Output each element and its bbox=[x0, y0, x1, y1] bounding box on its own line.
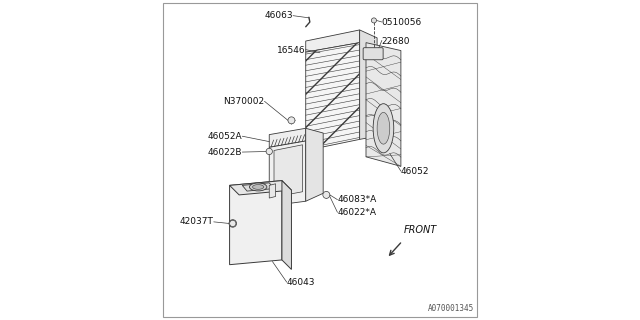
Polygon shape bbox=[230, 180, 291, 195]
Text: 46043: 46043 bbox=[287, 278, 315, 287]
Circle shape bbox=[229, 220, 237, 227]
Circle shape bbox=[288, 117, 295, 124]
Polygon shape bbox=[230, 180, 282, 265]
Ellipse shape bbox=[250, 183, 267, 191]
Text: A070001345: A070001345 bbox=[428, 304, 474, 313]
Polygon shape bbox=[269, 128, 306, 147]
Polygon shape bbox=[243, 183, 274, 191]
Text: FRONT: FRONT bbox=[404, 225, 437, 235]
FancyBboxPatch shape bbox=[363, 48, 383, 60]
Circle shape bbox=[323, 191, 330, 198]
Polygon shape bbox=[282, 180, 291, 269]
Text: 46022*A: 46022*A bbox=[337, 208, 376, 217]
Circle shape bbox=[371, 18, 376, 23]
Ellipse shape bbox=[253, 185, 264, 189]
Polygon shape bbox=[366, 43, 401, 166]
Text: 46022B: 46022B bbox=[208, 148, 243, 156]
Polygon shape bbox=[306, 30, 360, 52]
Polygon shape bbox=[269, 184, 276, 198]
Text: N370002: N370002 bbox=[223, 97, 264, 106]
Text: 46083*A: 46083*A bbox=[337, 195, 377, 204]
Circle shape bbox=[230, 220, 236, 227]
Text: 46052: 46052 bbox=[401, 167, 429, 176]
Polygon shape bbox=[269, 141, 306, 206]
Text: 46063: 46063 bbox=[264, 11, 293, 20]
Ellipse shape bbox=[373, 104, 394, 153]
Text: 22680: 22680 bbox=[382, 36, 410, 45]
Circle shape bbox=[266, 148, 273, 155]
Ellipse shape bbox=[377, 112, 390, 144]
Text: 42037T: 42037T bbox=[180, 217, 214, 226]
Polygon shape bbox=[274, 145, 303, 197]
Text: 46052A: 46052A bbox=[207, 132, 243, 141]
Polygon shape bbox=[360, 30, 377, 140]
Text: 0510056: 0510056 bbox=[382, 18, 422, 27]
Polygon shape bbox=[306, 43, 360, 150]
Text: 16546: 16546 bbox=[277, 46, 306, 55]
Polygon shape bbox=[306, 128, 323, 201]
